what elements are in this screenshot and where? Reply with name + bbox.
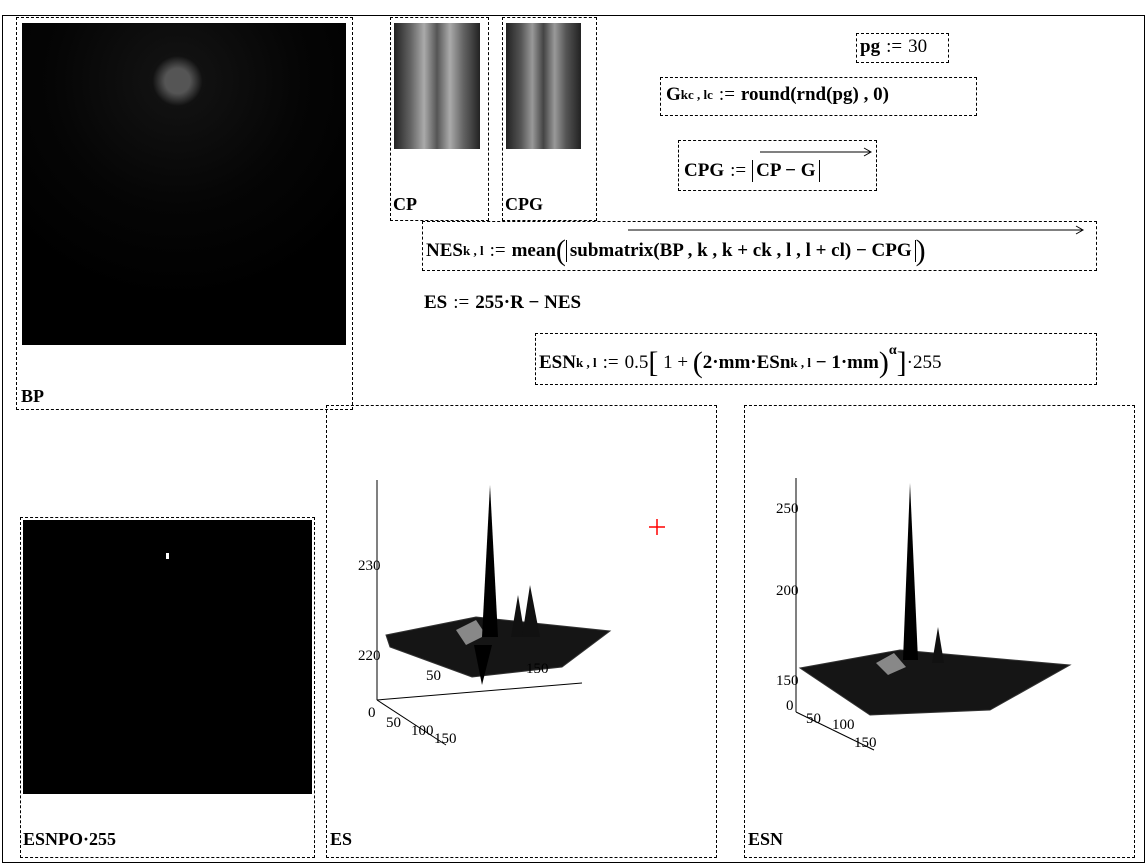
image xyxy=(506,23,581,149)
equation-region[interactable] xyxy=(678,140,877,191)
eq-text: round(rnd(pg) , 0) xyxy=(740,84,889,105)
surface xyxy=(876,653,906,675)
tick-label: 250 xyxy=(776,501,799,517)
tick-label: 100 xyxy=(411,723,434,739)
eq-text: k , l xyxy=(462,243,484,258)
axis xyxy=(795,711,875,751)
plot-region[interactable]: ES xyxy=(326,405,717,858)
eq-text: 255·R − NES xyxy=(475,292,582,313)
peak xyxy=(482,485,498,637)
image xyxy=(23,520,312,794)
image-region[interactable]: BP xyxy=(16,17,353,410)
tick-label: 50 xyxy=(426,668,441,684)
surface xyxy=(456,620,486,645)
trough xyxy=(474,645,492,685)
tick-label: 230 xyxy=(358,558,381,574)
tick-label: 0 xyxy=(786,698,794,714)
eq-text: := xyxy=(718,84,735,105)
tick-label: 200 xyxy=(776,583,799,599)
tick-label: 50 xyxy=(386,715,401,731)
eq-text: ·255 xyxy=(906,352,942,373)
cursor xyxy=(649,519,665,535)
vectorize-arrow xyxy=(628,225,1085,235)
eq-text: k , l xyxy=(575,355,597,370)
eq-text: := xyxy=(886,36,903,57)
axis xyxy=(376,682,583,701)
image-region[interactable]: CPG xyxy=(502,17,597,221)
tick-label: 150 xyxy=(434,731,457,747)
tick-label: 100 xyxy=(832,717,855,733)
eq-text: CPG xyxy=(684,160,725,181)
equation: ESN k , l := 0.5[ 1 + ( 2·mm·ESn k , l − 1… xyxy=(539,343,942,379)
tick-label: 150 xyxy=(854,735,877,751)
eq-text: k , l xyxy=(790,355,812,370)
vectorize-arrow xyxy=(760,147,873,157)
image-label: CPG xyxy=(505,194,543,214)
plot-label: ES xyxy=(330,829,353,849)
equation-region[interactable] xyxy=(856,33,949,63)
eq-text: mean xyxy=(511,240,556,261)
eq-text: CP − G xyxy=(756,160,816,181)
peak xyxy=(511,595,525,637)
eq-text: := xyxy=(489,240,506,261)
peak xyxy=(903,483,918,660)
image-region[interactable]: ESNPO·255 xyxy=(20,517,315,858)
plot-region[interactable]: ESN xyxy=(744,405,1135,858)
eq-text: 2·mm·ESn xyxy=(702,352,791,373)
eq-text: 1 + xyxy=(663,352,689,373)
worksheet-frame xyxy=(2,15,1145,863)
equation: pg := 30 xyxy=(860,36,927,58)
surface-plot: 250 200 150 0 50 100 150 xyxy=(776,478,1072,751)
equation: CPG := CP − G xyxy=(684,160,820,182)
image-region[interactable]: CP xyxy=(390,17,489,221)
eq-text: := xyxy=(602,352,619,373)
eq-text: G xyxy=(666,84,681,105)
peak xyxy=(932,627,944,663)
eq-text: CP − G xyxy=(752,160,820,182)
image xyxy=(394,23,480,149)
equation-region[interactable] xyxy=(535,333,1097,385)
tick-label: 150 xyxy=(776,673,799,689)
eq-text: ES xyxy=(424,292,448,313)
equation: ES := 255·R − NES xyxy=(424,292,581,314)
equation-region[interactable] xyxy=(422,221,1097,271)
eq-text: pg xyxy=(860,36,881,57)
image xyxy=(22,23,346,345)
eq-text: ESN xyxy=(539,352,576,373)
eq-text: kc , lc xyxy=(680,87,713,102)
bright-spot xyxy=(166,553,169,559)
surface xyxy=(385,616,612,678)
axis xyxy=(376,699,447,746)
image-label: CP xyxy=(393,194,417,214)
eq-text: 30 xyxy=(908,36,928,57)
eq-text: 0.5 xyxy=(624,352,649,373)
surface-plot: 230 220 50 150 0 50 100 150 xyxy=(358,480,665,747)
peak xyxy=(522,585,540,637)
equation-region[interactable] xyxy=(660,77,977,116)
eq-text: − 1·mm xyxy=(811,352,879,373)
tick-label: 0 xyxy=(368,705,376,721)
tick-label: 150 xyxy=(526,661,549,677)
tick-label: 50 xyxy=(806,711,821,727)
surface xyxy=(798,649,1072,716)
image-label: BP xyxy=(21,386,45,406)
equation: NES k , l := mean( submatrix(BP , k , k +… xyxy=(426,234,926,267)
tick-label: 220 xyxy=(358,648,381,664)
eq-text: submatrix(BP , k , k + ck , l , l + cl) … xyxy=(565,240,916,262)
eq-text: α xyxy=(888,343,897,358)
eq-text: NES xyxy=(426,240,463,261)
image-label: ESNPO·255 xyxy=(23,829,117,849)
eq-text: := xyxy=(730,160,747,181)
eq-text: := xyxy=(453,292,470,313)
plot-label: ESN xyxy=(748,829,784,849)
